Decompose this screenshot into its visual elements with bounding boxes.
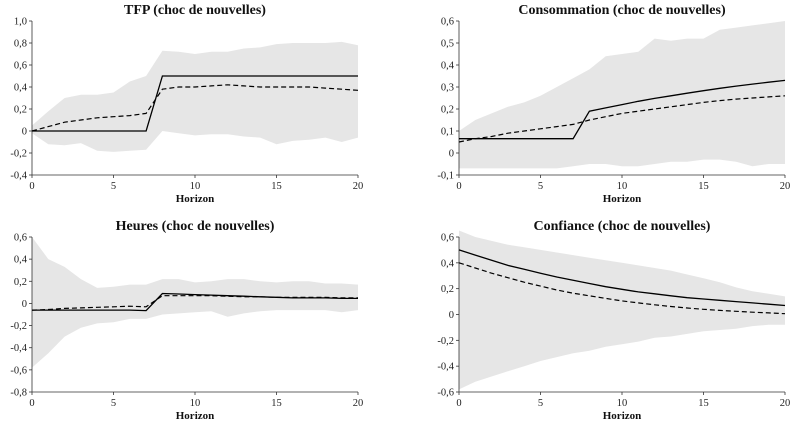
confidence-band — [32, 41, 358, 152]
solid-series-line — [32, 292, 358, 312]
confidence-band — [459, 230, 785, 390]
x-tick-label: 10 — [190, 398, 201, 409]
y-tick-label: 1,0 — [14, 17, 27, 28]
x-axis-label: Horizon — [603, 193, 642, 205]
confidence-band — [32, 237, 358, 368]
y-tick-label: -0,6 — [10, 365, 27, 376]
x-tick-label: 15 — [271, 181, 282, 192]
y-tick-label: 0,2 — [14, 105, 27, 116]
y-tick-label: 0,8 — [14, 39, 27, 50]
x-tick-label: 20 — [780, 181, 791, 192]
y-tick-label: 0,6 — [14, 61, 27, 72]
panel-confiance: Confiance (choc de nouvelles) Horizon 0,… — [437, 219, 790, 422]
x-tick-label: 10 — [617, 398, 628, 409]
x-tick-label: 15 — [698, 398, 709, 409]
x-axis-label: Horizon — [176, 410, 215, 422]
y-tick-label: 0,2 — [14, 277, 27, 288]
y-tick-label: 0,4 — [14, 83, 28, 94]
y-tick-label: -0,4 — [437, 362, 454, 373]
y-tick-label: 0,1 — [441, 127, 454, 138]
panel-heures: Heures (choc de nouvelles) Horizon 0,6 0,… — [10, 219, 363, 422]
y-tick-label: -0,1 — [437, 171, 454, 182]
y-tick-label: -0,2 — [10, 321, 27, 332]
x-tick-label: 5 — [111, 398, 116, 409]
y-tick-label: 0,6 — [441, 233, 454, 244]
y-tick-label: 0,4 — [441, 61, 455, 72]
y-tick-label: 0,4 — [441, 258, 455, 269]
x-tick-label: 0 — [456, 181, 461, 192]
y-tick-label: -0,4 — [10, 343, 27, 354]
x-tick-label: 0 — [29, 398, 34, 409]
dashed-series-line — [458, 95, 786, 143]
dashed-series-line — [458, 262, 786, 315]
y-tick-label: 0,2 — [441, 105, 454, 116]
x-tick-label: 5 — [111, 181, 116, 192]
solid-series-line — [458, 249, 786, 307]
y-tick-label: 0 — [22, 299, 27, 310]
x-tick-label: 15 — [271, 398, 282, 409]
panel-title: Confiance (choc de nouvelles) — [534, 219, 711, 234]
solid-series-line — [459, 79, 786, 140]
panel-title: Heures (choc de nouvelles) — [116, 219, 275, 234]
x-tick-label: 20 — [353, 398, 364, 409]
x-tick-label: 20 — [353, 181, 364, 192]
y-tick-label: 0 — [449, 149, 454, 160]
x-tick-label: 10 — [190, 181, 201, 192]
y-tick-label: -0,8 — [10, 388, 27, 399]
y-tick-label: 0,6 — [441, 17, 454, 28]
y-tick-label: 0 — [22, 127, 27, 138]
x-axis-label: Horizon — [176, 193, 215, 205]
y-tick-label: 0,6 — [14, 233, 27, 244]
y-tick-label: 0,3 — [441, 83, 454, 94]
panel-title: Consommation (choc de nouvelles) — [518, 3, 726, 18]
x-tick-label: 5 — [538, 181, 543, 192]
y-tick-label: 0,5 — [441, 39, 454, 50]
x-tick-label: 0 — [456, 398, 461, 409]
x-tick-label: 15 — [698, 181, 709, 192]
y-tick-label: -0,2 — [437, 336, 454, 347]
dashed-series-line — [31, 84, 359, 132]
x-axis-label: Horizon — [603, 410, 642, 422]
confidence-band — [459, 21, 785, 169]
x-tick-label: 10 — [617, 181, 628, 192]
x-tick-label: 0 — [29, 181, 34, 192]
solid-series-line — [32, 75, 358, 132]
panel-consommation: Consommation (choc de nouvelles) Horizon… — [437, 3, 790, 205]
x-tick-label: 20 — [780, 398, 791, 409]
y-tick-label: -0,6 — [437, 388, 454, 399]
x-tick-label: 5 — [538, 398, 543, 409]
y-tick-label: -0,4 — [10, 171, 27, 182]
y-tick-label: 0 — [449, 310, 454, 321]
panel-tfp: TFP (choc de nouvelles) Horizon 1,0 0,8 0,… — [10, 3, 363, 205]
y-tick-label: -0,2 — [10, 149, 27, 160]
panel-title: TFP (choc de nouvelles) — [124, 3, 266, 18]
y-tick-label: 0,2 — [441, 284, 454, 295]
y-tick-label: 0,4 — [14, 255, 28, 266]
